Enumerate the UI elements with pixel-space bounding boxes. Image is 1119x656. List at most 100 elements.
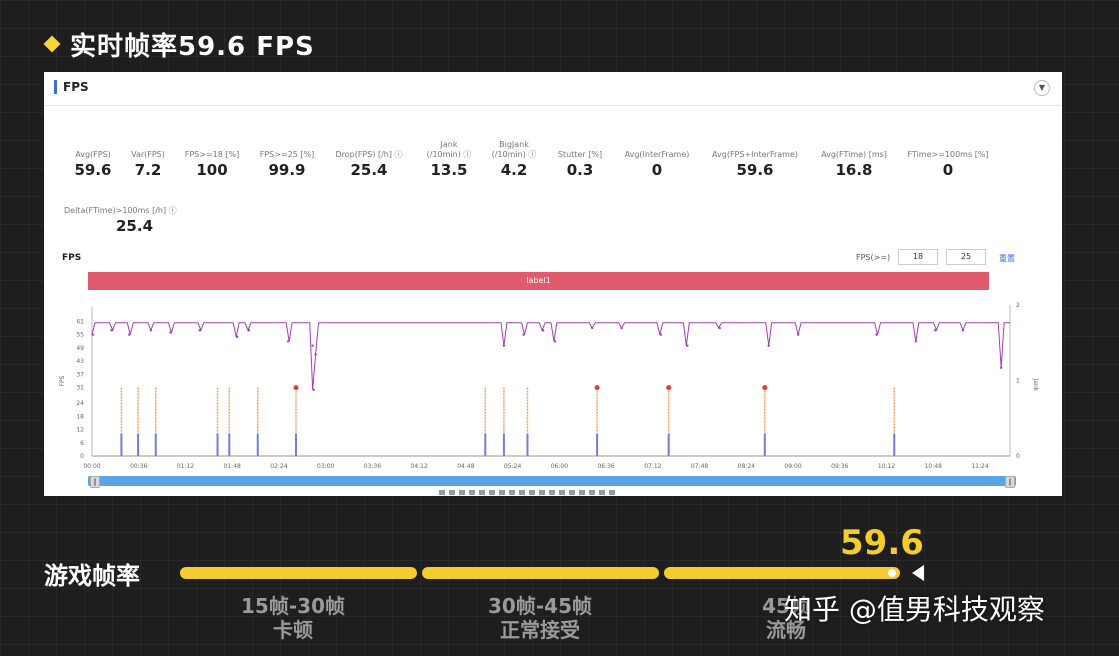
stat-fps-ge-25: FPS>=25 [%] 99.9 [249, 130, 325, 178]
stat-label: Avg(FPS) [75, 150, 111, 159]
range-fps: 30帧-45帧 [488, 594, 592, 618]
bigjank-marker [666, 385, 672, 391]
scroll-handle-left[interactable]: ‖ [90, 476, 100, 488]
x-tick-label: 09:36 [831, 463, 848, 470]
scale-segment-mid [422, 567, 659, 579]
x-tick-label: 10:48 [925, 463, 942, 470]
fps-dip-point [659, 333, 663, 336]
x-tick-label: 07:12 [644, 463, 661, 470]
timeline-scrollbar[interactable] [88, 476, 1016, 486]
stat-label: FTime>=100ms [%] [907, 150, 989, 159]
y-tick-label: 55 [76, 332, 84, 339]
stat-value: 99.9 [268, 161, 306, 179]
bigjank-marker [293, 385, 299, 391]
fps-dip-point [110, 329, 113, 332]
fps-dip-point [149, 329, 153, 332]
stat-stutter: Stutter [%] 0.3 [549, 130, 611, 178]
fps-dip-point [235, 335, 239, 339]
fps-dip-point [767, 344, 770, 347]
fps-dip-point [553, 340, 557, 343]
panel-title: FPS [54, 80, 89, 94]
fps-dip-point [961, 329, 965, 332]
x-tick-label: 02:24 [270, 463, 287, 470]
stat-delta-ftime: Delta(FTime)>100ms [/h] ⓘ 25.4 [64, 190, 200, 234]
range-label-low: 15帧-30帧 卡顿 [203, 594, 383, 642]
stat-avg-interframe: Avg(InterFrame) 0 [614, 130, 700, 178]
x-tick-label: 09:00 [784, 463, 801, 470]
y-tick-label: 43 [76, 358, 84, 365]
fps-dip-point [914, 340, 918, 343]
y-axis-label: FPS [59, 375, 66, 386]
y2-tick-label: 0 [1016, 453, 1020, 460]
stat-value: 25.4 [350, 161, 388, 179]
stat-label: FPS>=18 [%] [184, 150, 240, 159]
x-tick-label: 05:24 [504, 463, 521, 470]
fps-dip-point [312, 388, 315, 392]
fps-series-line [91, 322, 1010, 390]
fps-dip-point [934, 329, 937, 332]
stat-fps-ge-18: FPS>=18 [%] 100 [174, 130, 250, 178]
y-tick-label: 6 [80, 440, 84, 447]
stat-ftime-ge-100: FTime>=100ms [%] 0 [902, 130, 994, 178]
stat-avg-fps: Avg(FPS) 59.6 [62, 130, 124, 178]
fps-dip-point [286, 340, 290, 343]
fps-big-value: 59.6 [840, 523, 924, 563]
pointer-arrow-icon [912, 565, 924, 581]
stat-label-text: Jank [440, 140, 458, 149]
info-icon[interactable]: ⓘ [394, 150, 403, 159]
stat-sublabel: (/10min) [426, 150, 461, 159]
fps-dip-point [522, 333, 525, 336]
fps-dip-point [247, 329, 251, 332]
range-label-high: 45帧 流畅 [696, 594, 876, 642]
fps-dip-point [169, 331, 172, 334]
range-fps: 15帧-30帧 [241, 594, 345, 618]
stat-value: 25.4 [116, 217, 154, 235]
threshold-input-2[interactable]: 25 [946, 249, 986, 265]
collapse-chevron-icon[interactable]: ▼ [1034, 80, 1050, 96]
info-icon[interactable]: ⓘ [463, 150, 472, 159]
range-fps: 45帧 [762, 594, 810, 618]
fps-dip-point [590, 326, 594, 330]
stat-var-fps: Var(FPS) 7.2 [120, 130, 176, 178]
chart-title: FPS [62, 253, 82, 263]
scroll-handle-right[interactable]: ‖ [1005, 476, 1015, 488]
stat-label: Avg(FTime) [ms] [821, 150, 887, 159]
y2-axis-label: Jank [1032, 378, 1039, 392]
x-tick-label: 01:12 [177, 463, 194, 470]
threshold-input-1[interactable]: 18 [898, 249, 938, 265]
x-tick-label: 06:36 [597, 463, 614, 470]
x-tick-label: 08:24 [738, 463, 755, 470]
y-tick-label: 49 [76, 345, 84, 352]
info-icon[interactable]: ⓘ [528, 150, 537, 159]
threshold-label: FPS(>=) [856, 253, 891, 262]
x-tick-label: 07:48 [691, 463, 708, 470]
stat-label-text: Delta(FTime)>100ms [/h] [64, 206, 167, 215]
y2-tick-label: 1 [1016, 378, 1020, 385]
fps-dip-point [502, 344, 506, 347]
stat-value: 0 [942, 161, 954, 179]
y-tick-label: 31 [76, 385, 84, 392]
fps-dip-point [541, 329, 545, 332]
y-tick-label: 0 [80, 453, 84, 460]
fps-dip-point [198, 329, 202, 332]
stat-sublabel: (/10min) [491, 150, 526, 159]
range-quality: 流畅 [766, 618, 806, 642]
y2-tick-label: 2 [1016, 302, 1020, 309]
fps-panel: FPS ▼ Avg(FPS) 59.6 Var(FPS) 7.2 FPS>=18… [44, 72, 1062, 496]
range-quality: 卡顿 [273, 618, 313, 642]
reset-link[interactable]: 重置 [999, 254, 1015, 263]
stat-label: Jank (/10min) ⓘ [419, 140, 479, 160]
info-icon[interactable]: ⓘ [168, 206, 177, 215]
headline-text: 实时帧率59.6 FPS [70, 31, 315, 62]
y-tick-label: 12 [76, 427, 84, 434]
diamond-icon [43, 35, 61, 53]
scale-segment-high [664, 567, 900, 579]
stat-label-text: Drop(FPS) [/h] [335, 150, 392, 159]
fps-dip-point [91, 333, 95, 336]
fps-dip-point [314, 353, 317, 356]
x-tick-label: 00:36 [130, 463, 147, 470]
x-tick-label: 11:24 [971, 463, 988, 470]
fps-dip-point [718, 326, 721, 330]
stat-bigjank: BigJank (/10min) ⓘ 4.2 [484, 120, 544, 178]
